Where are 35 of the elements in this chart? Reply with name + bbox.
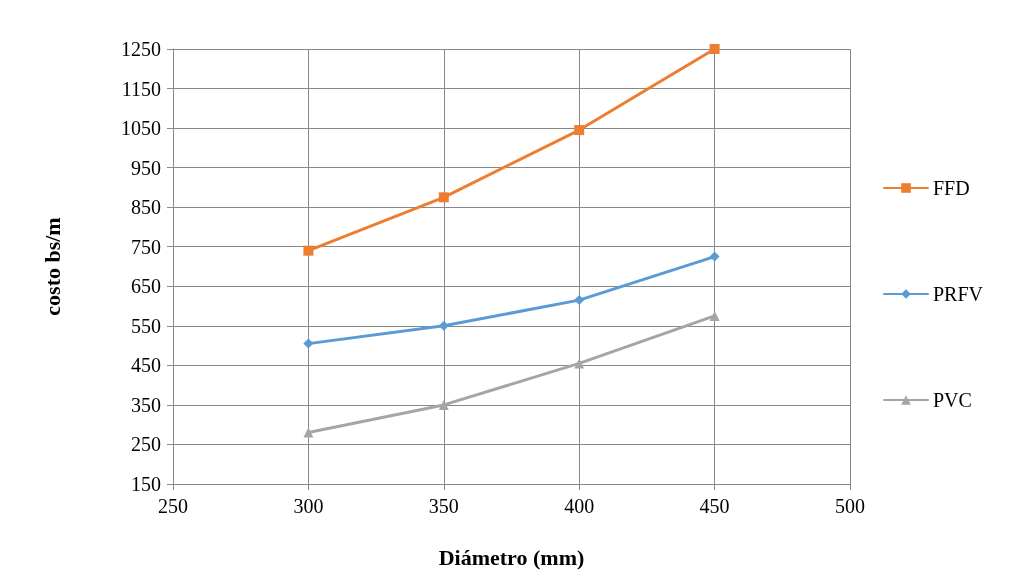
y-tick-label: 750 (131, 235, 161, 258)
legend-label: PVC (933, 389, 972, 411)
point (438, 192, 449, 203)
point (303, 427, 314, 438)
point (574, 295, 585, 306)
y-tick-label: 150 (131, 473, 161, 495)
point (438, 399, 449, 410)
legend-label: FFD (933, 177, 970, 199)
legend-label: PRFV (933, 283, 984, 305)
y-tick-label: 950 (131, 156, 161, 179)
point (303, 338, 314, 349)
point (303, 245, 314, 256)
x-tick-label: 450 (699, 495, 730, 517)
x-tick-label: 350 (428, 495, 459, 517)
point (709, 251, 720, 262)
y-tick-label: 550 (131, 314, 161, 337)
y-tick-label: 250 (131, 433, 161, 456)
y-tick-label: 450 (131, 354, 161, 377)
y-tick-label: 1250 (121, 38, 161, 60)
y-tick-label: 850 (131, 196, 161, 219)
point (574, 358, 585, 369)
y-tick-label: 1050 (121, 117, 161, 140)
point (709, 310, 720, 321)
point (574, 125, 585, 136)
point (438, 320, 449, 331)
x-tick-label: 250 (158, 495, 188, 517)
y-tick-label: 1150 (121, 77, 161, 100)
y-tick-label: 350 (131, 393, 161, 416)
y-axis-title: costo bs/m (39, 217, 65, 316)
x-tick-label: 300 (293, 495, 324, 517)
y-tick-label: 650 (131, 275, 161, 298)
x-tick-label: 500 (835, 495, 865, 517)
x-tick-label: 400 (564, 495, 595, 517)
point (709, 44, 720, 54)
x-axis-title: Diámetro (mm) (438, 544, 585, 570)
